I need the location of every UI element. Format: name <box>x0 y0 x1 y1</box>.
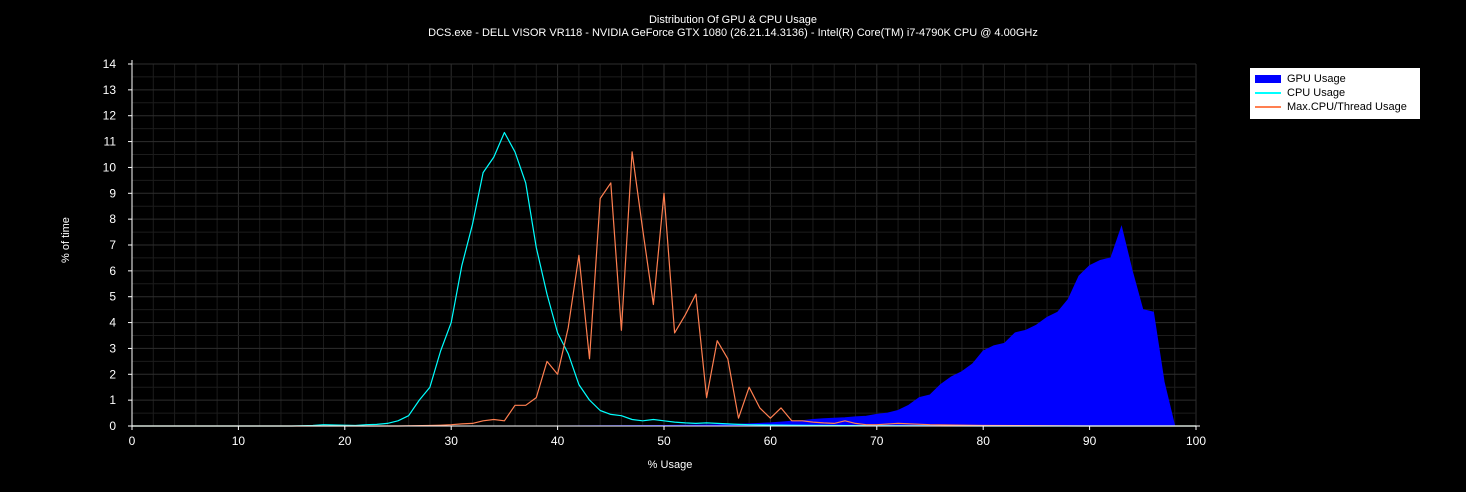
y-tick-label: 6 <box>109 264 116 278</box>
y-tick-label: 0 <box>109 419 116 433</box>
x-tick-label: 30 <box>445 434 459 448</box>
x-tick-label: 90 <box>1083 434 1097 448</box>
legend-label-cpu: CPU Usage <box>1287 87 1346 99</box>
x-tick-label: 80 <box>977 434 991 448</box>
axes <box>128 60 1200 430</box>
x-tick-label: 50 <box>657 434 671 448</box>
x-axis-label: % Usage <box>647 459 693 471</box>
legend-swatch-max-thread <box>1255 106 1281 108</box>
y-tick-label: 7 <box>109 238 116 252</box>
y-tick-label: 10 <box>103 160 117 174</box>
x-tick-label: 70 <box>870 434 884 448</box>
y-tick-label: 14 <box>103 57 117 71</box>
series-line-cpu-usage <box>132 131 1196 427</box>
y-tick-label: 11 <box>104 135 117 149</box>
x-tick-label: 60 <box>764 434 778 448</box>
x-tick-label: 40 <box>551 434 565 448</box>
series-area-gpu-usage <box>132 225 1196 427</box>
grid-lines <box>131 63 1197 427</box>
y-tick-label: 4 <box>109 316 116 330</box>
y-tick-label: 9 <box>109 186 116 200</box>
legend-label-gpu: GPU Usage <box>1287 73 1346 85</box>
legend-swatch-gpu <box>1255 75 1281 83</box>
legend-label-max-thread: Max.CPU/Thread Usage <box>1287 101 1407 113</box>
tick-labels: 0 10 20 30 40 50 60 70 80 90 100012345678910111213… <box>103 57 1207 448</box>
series-line-max-thread-usage <box>132 151 1196 427</box>
plot-area <box>132 131 1196 427</box>
x-tick-label: 100 <box>1186 434 1206 448</box>
y-tick-label: 12 <box>103 109 117 123</box>
y-tick-label: 1 <box>109 393 116 407</box>
legend-swatch-cpu <box>1255 92 1281 94</box>
legend: GPU Usage CPU Usage Max.CPU/Thread Usage <box>1250 68 1420 119</box>
y-tick-label: 8 <box>109 212 116 226</box>
y-tick-label: 13 <box>103 83 117 97</box>
chart-title: Distribution Of GPU & CPU Usage <box>648 14 818 26</box>
y-tick-label: 5 <box>109 290 116 304</box>
y-tick-label: 2 <box>109 367 116 381</box>
y-axis-label: % of time <box>60 217 72 263</box>
x-tick-label: 0 <box>129 434 136 448</box>
x-tick-label: 10 <box>232 434 246 448</box>
x-tick-label: 20 <box>338 434 352 448</box>
y-tick-label: 3 <box>109 341 116 355</box>
chart-subtitle: DCS.exe - DELL VISOR VR118 - NVIDIA GeFo… <box>428 27 1038 39</box>
